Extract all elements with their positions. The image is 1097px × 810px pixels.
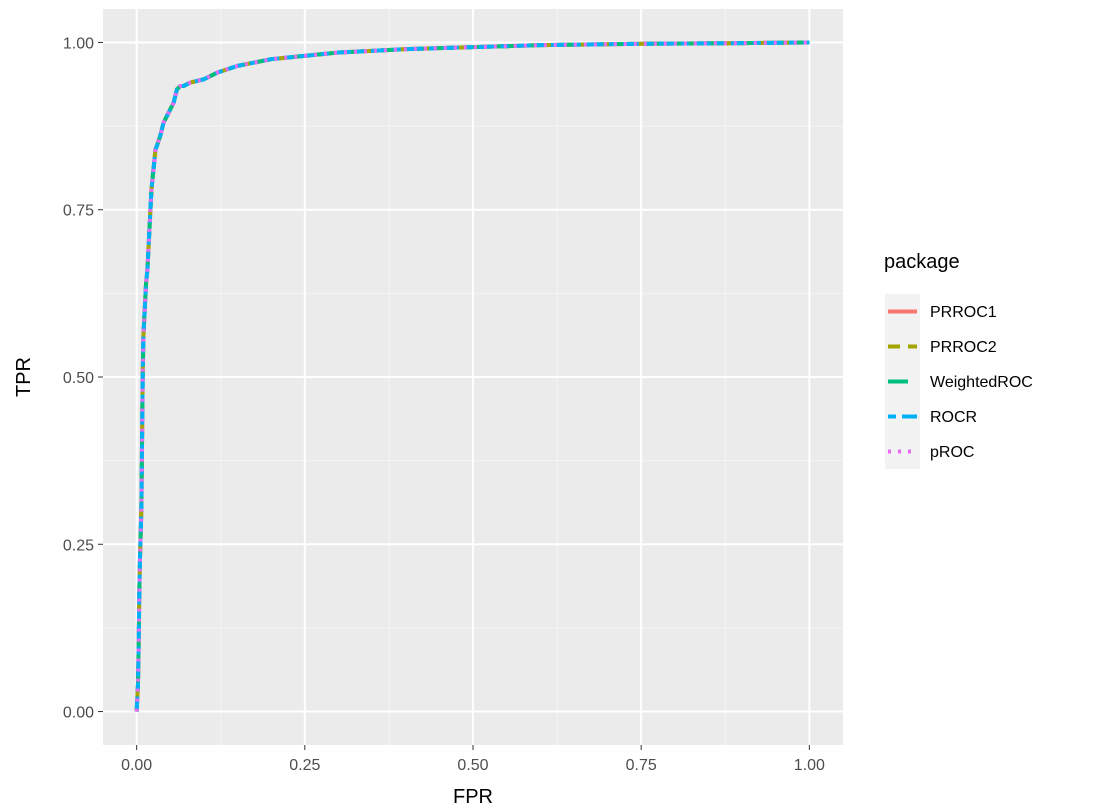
legend-label-proc: pROC — [930, 444, 974, 461]
y-axis-ticks: 0.00 0.25 0.50 0.75 1.00 — [63, 35, 103, 722]
y-tick-label: 0.50 — [63, 370, 94, 387]
series-lines — [134, 40, 810, 712]
x-tick-label: 0.50 — [457, 757, 488, 774]
legend-label-weightedroc: WeightedROC — [930, 374, 1033, 391]
x-axis-title: FPR — [453, 786, 493, 808]
series-line-proc — [134, 40, 810, 712]
legend-label-prroc2: PRROC2 — [930, 339, 997, 356]
y-tick-label: 0.25 — [63, 537, 94, 554]
y-tick-label: 1.00 — [63, 35, 94, 52]
legend-label-rocr: ROCR — [930, 409, 977, 426]
y-axis-title: TPR — [13, 357, 35, 397]
y-tick-label: 0.75 — [63, 203, 94, 220]
y-tick-label: 0.00 — [63, 705, 94, 722]
x-tick-label: 0.00 — [121, 757, 152, 774]
x-tick-label: 1.00 — [794, 757, 825, 774]
legend: package PRROC1 PRROC2 WeightedROC ROCR pROC — [884, 251, 1033, 469]
x-tick-label: 0.75 — [626, 757, 657, 774]
major-gridlines — [103, 9, 843, 745]
x-axis-ticks: 0.00 0.25 0.50 0.75 1.00 — [121, 745, 825, 774]
x-tick-label: 0.25 — [289, 757, 320, 774]
legend-label-prroc1: PRROC1 — [930, 304, 997, 321]
legend-title: package — [884, 251, 960, 273]
